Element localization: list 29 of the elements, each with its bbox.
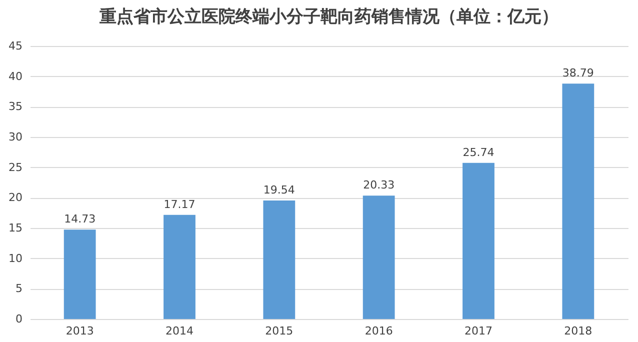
data-label: 38.79 [562, 66, 594, 80]
y-tick-label: 20 [8, 191, 22, 204]
bar [562, 84, 594, 319]
bar [462, 162, 494, 319]
bar [362, 196, 395, 319]
x-tick-label: 2018 [564, 324, 592, 338]
x-tick-label: 2015 [265, 324, 294, 338]
y-tick-label: 5 [16, 282, 22, 296]
x-tick-label: 2017 [464, 324, 492, 338]
x-tick-label: 2016 [364, 324, 393, 338]
chart-title: 重点省市公立医院终端小分子靶向药销售情况（单位：亿元） [98, 7, 558, 27]
y-tick-label: 25 [8, 160, 22, 174]
y-tick-label: 40 [8, 70, 22, 83]
data-label: 14.73 [64, 212, 96, 226]
data-label: 20.33 [363, 178, 395, 192]
data-label: 25.74 [462, 146, 494, 159]
bar [263, 200, 296, 319]
data-label: 17.17 [164, 198, 196, 211]
y-tick-label: 45 [8, 40, 22, 52]
bar [164, 214, 196, 319]
y-tick-label: 10 [8, 252, 22, 265]
data-label: 19.54 [263, 183, 295, 196]
y-tick-label: 30 [8, 130, 22, 144]
bar [64, 230, 96, 319]
y-tick-label: 0 [16, 312, 22, 326]
y-tick-label: 35 [8, 100, 22, 114]
x-tick-label: 2014 [166, 324, 194, 338]
y-tick-label: 15 [8, 222, 22, 234]
x-tick-label: 2013 [66, 324, 94, 338]
